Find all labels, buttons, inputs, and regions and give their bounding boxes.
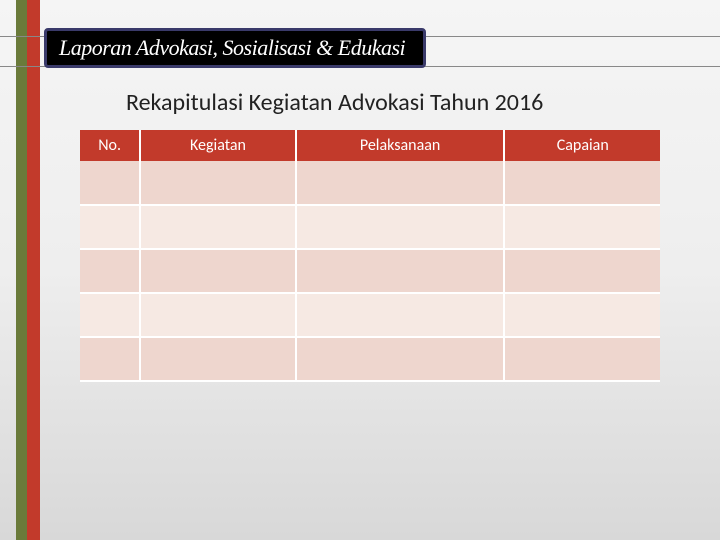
table-cell <box>504 337 660 381</box>
table-cell <box>296 337 505 381</box>
table-cell <box>296 161 505 205</box>
table-row <box>80 249 660 293</box>
table-header-no: No. <box>80 130 140 161</box>
data-table: No. Kegiatan Pelaksanaan Capaian <box>80 130 660 382</box>
table-row <box>80 293 660 337</box>
table-cell <box>296 205 505 249</box>
table-row <box>80 205 660 249</box>
accent-stripe-green <box>16 0 27 540</box>
table-cell <box>296 293 505 337</box>
table-cell <box>140 161 296 205</box>
title-banner: Laporan Advokasi, Sosialisasi & Edukasi <box>44 28 426 68</box>
table-cell <box>80 205 140 249</box>
table-cell <box>80 249 140 293</box>
table-cell <box>296 249 505 293</box>
table-cell <box>140 337 296 381</box>
table-cell <box>504 205 660 249</box>
table-row <box>80 161 660 205</box>
table-cell <box>504 249 660 293</box>
table-header-capaian: Capaian <box>504 130 660 161</box>
table-cell <box>504 161 660 205</box>
table-header-row: No. Kegiatan Pelaksanaan Capaian <box>80 130 660 161</box>
title-banner-text: Laporan Advokasi, Sosialisasi & Edukasi <box>59 35 405 60</box>
table-cell <box>80 293 140 337</box>
table-cell <box>80 161 140 205</box>
accent-stripe-red <box>27 0 40 540</box>
accent-stripe <box>16 0 40 540</box>
table-cell <box>140 205 296 249</box>
table-cell <box>504 293 660 337</box>
table-cell <box>80 337 140 381</box>
subtitle-text: Rekapitulasi Kegiatan Advokasi Tahun 201… <box>126 88 543 117</box>
table-cell <box>140 249 296 293</box>
table-header-kegiatan: Kegiatan <box>140 130 296 161</box>
table-row <box>80 337 660 381</box>
table-header-pelaksanaan: Pelaksanaan <box>296 130 505 161</box>
table-cell <box>140 293 296 337</box>
